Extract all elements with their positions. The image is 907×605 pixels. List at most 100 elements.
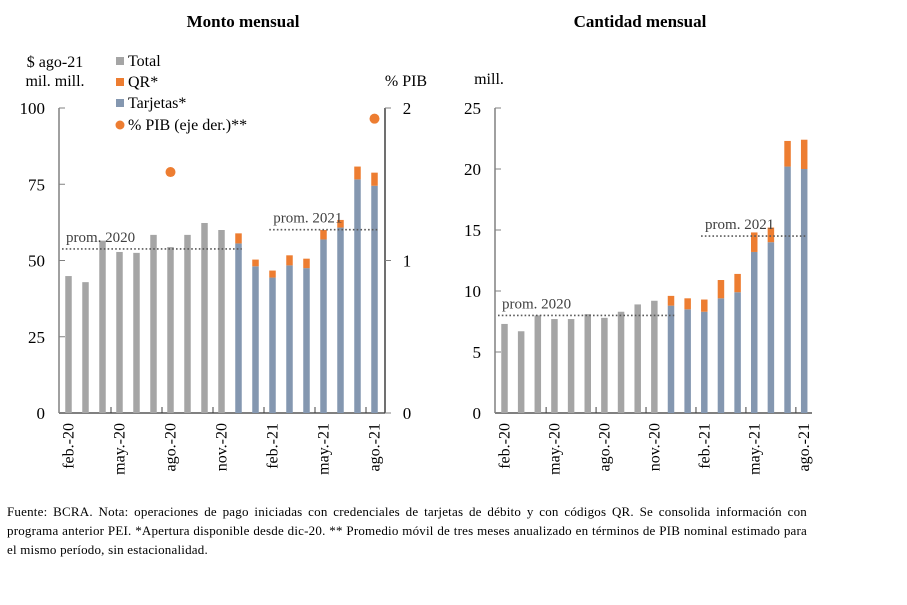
bar-qr — [767, 227, 775, 243]
average-label: prom. 2020 — [502, 296, 571, 312]
bar-qr — [717, 280, 725, 299]
bar-total — [150, 234, 157, 413]
left-chart-monto: 0 25 50 75 100 0 1 2 prom. 2020 prom. 2021 feb.-20… — [20, 99, 412, 475]
bar-tarjetas — [286, 265, 293, 413]
x-tick-label: may.-20 — [112, 423, 129, 475]
legend-label-pib: % PIB (eje der.)** — [128, 117, 247, 134]
bar-total — [133, 252, 140, 413]
legend-swatch-tarjetas — [116, 99, 124, 107]
bar-tarjetas — [751, 251, 758, 413]
y-tick-label: 5 — [473, 343, 482, 362]
bar-total — [601, 317, 608, 413]
bar-qr — [320, 230, 327, 240]
x-tick-label: ago.-21 — [796, 423, 813, 471]
bar-qr — [269, 270, 276, 278]
bar-total — [218, 230, 225, 413]
bar-tarjetas — [767, 242, 775, 413]
legend-swatch-pib — [115, 120, 125, 130]
legend-swatch-qr — [116, 78, 124, 86]
bar-tarjetas — [784, 166, 791, 413]
bar-tarjetas — [337, 227, 344, 413]
y-tick-label: 25 — [464, 99, 481, 118]
bar-total — [634, 304, 641, 413]
right-ylabel: mill. — [474, 71, 504, 88]
bar-total — [65, 276, 72, 413]
average-label: prom. 2021 — [705, 217, 774, 233]
x-tick-label: ago.-21 — [367, 423, 384, 471]
x-tick-label: may.-20 — [546, 423, 563, 475]
x-tick-label: feb.-20 — [61, 423, 78, 469]
pib-point — [369, 113, 380, 124]
bar-total — [567, 319, 575, 413]
y-tick-label: 25 — [28, 328, 45, 347]
y-tick-label: 50 — [28, 252, 45, 271]
y2-tick-label: 1 — [403, 252, 412, 271]
y2-tick-label: 2 — [403, 99, 412, 118]
average-label: prom. 2021 — [273, 211, 342, 227]
bar-tarjetas — [303, 268, 310, 413]
bar-qr — [684, 298, 691, 310]
bar-qr — [235, 233, 242, 244]
legend-label-total: Total — [128, 53, 161, 70]
bar-qr — [371, 172, 378, 186]
x-tick-label: feb.-21 — [265, 423, 282, 469]
x-tick-label: may.-21 — [316, 423, 333, 475]
x-tick-label: feb.-20 — [497, 423, 514, 469]
right-chart-cantidad: 0 5 10 15 20 25 prom. 2020 prom. 2021 feb.-20 may… — [464, 99, 813, 475]
pib-point — [165, 167, 176, 178]
bar-total — [501, 323, 508, 413]
bar-total — [116, 251, 123, 413]
left-ylabel-line2: mil. mill. — [25, 73, 84, 90]
bar-tarjetas — [371, 185, 378, 413]
bar-tarjetas — [320, 239, 327, 413]
y-tick-label: 0 — [473, 404, 482, 423]
bar-tarjetas — [269, 277, 276, 413]
y-tick-label: 75 — [28, 175, 45, 194]
bar-total — [82, 282, 89, 413]
bar-total — [584, 314, 591, 413]
source-note: Fuente: BCRA. Nota: operaciones de pago … — [7, 504, 807, 557]
x-tick-label: ago.-20 — [596, 423, 613, 471]
bar-tarjetas — [734, 292, 741, 413]
x-tick-label: may.-21 — [746, 423, 763, 475]
y-tick-label: 15 — [464, 221, 481, 240]
bar-qr — [701, 299, 708, 312]
bar-tarjetas — [354, 179, 361, 413]
bar-qr — [252, 259, 259, 267]
x-tick-label: ago.-20 — [163, 423, 180, 471]
x-tick-label: nov.-20 — [646, 423, 663, 471]
bar-tarjetas — [252, 266, 259, 413]
legend-label-tarjetas: Tarjetas* — [128, 95, 186, 112]
bar-total — [534, 315, 542, 413]
left-ylabel-line1: $ ago-21 — [27, 54, 83, 71]
bar-qr — [734, 273, 741, 293]
bar-tarjetas — [800, 169, 808, 413]
bar-tarjetas — [717, 298, 725, 413]
bar-total — [517, 331, 525, 413]
legend: Total QR* Tarjetas* % PIB (eje der.)** — [115, 53, 247, 134]
bar-qr — [337, 219, 344, 228]
bar-total — [617, 311, 625, 413]
bar-tarjetas — [701, 311, 708, 413]
bar-qr — [667, 295, 675, 306]
bar-total — [551, 319, 558, 413]
bar-qr — [286, 255, 293, 266]
bar-total — [167, 247, 174, 413]
bar-qr — [784, 140, 791, 167]
x-tick-label: nov.-20 — [214, 423, 231, 471]
bar-total — [99, 240, 106, 413]
bar-qr — [800, 139, 808, 169]
y-tick-label: 0 — [37, 404, 46, 423]
bar-tarjetas — [684, 309, 691, 413]
average-label: prom. 2020 — [66, 230, 135, 246]
bar-tarjetas — [235, 243, 242, 413]
bar-total — [651, 300, 658, 413]
left-chart-title: Monto mensual — [187, 12, 300, 31]
bar-total — [201, 222, 208, 413]
legend-swatch-total — [116, 57, 124, 65]
right-chart-title: Cantidad mensual — [574, 12, 707, 31]
bar-qr — [751, 232, 758, 252]
bar-qr — [354, 166, 361, 180]
x-tick-label: feb.-21 — [696, 423, 713, 469]
